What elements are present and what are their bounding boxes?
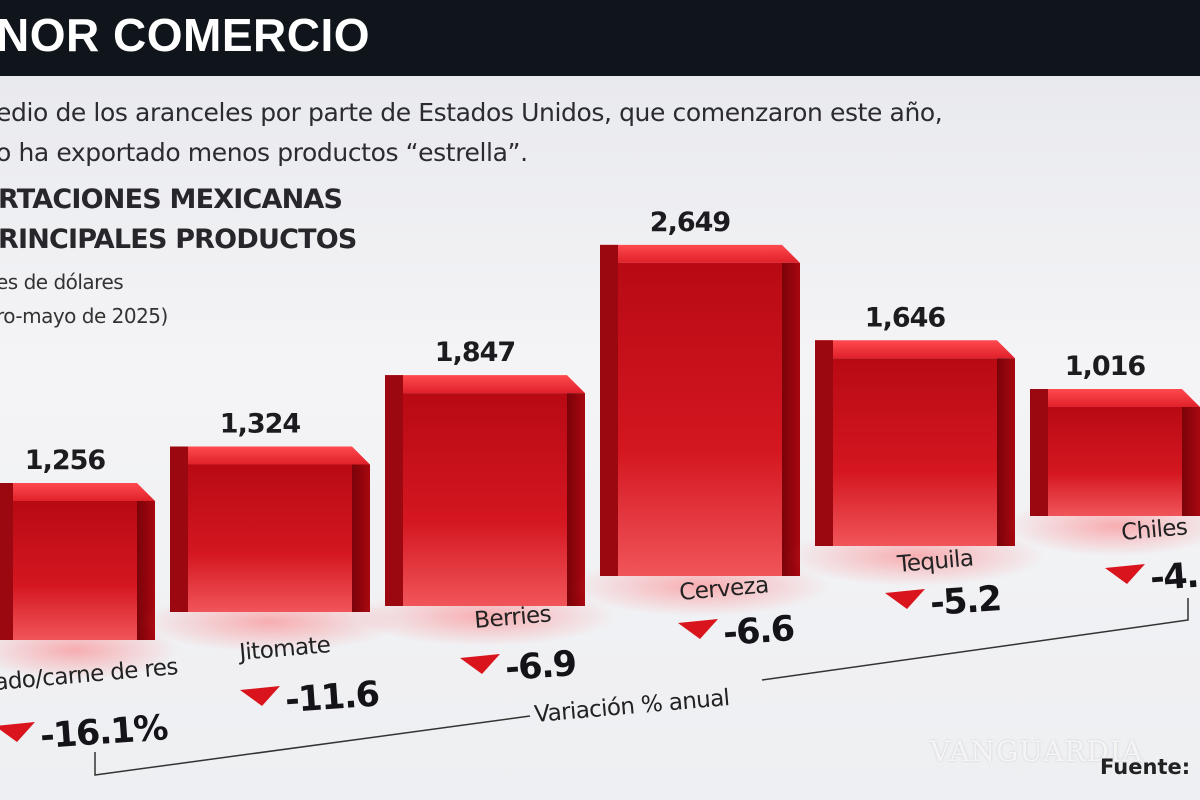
bar-left-face (170, 446, 188, 612)
bar-right-face (997, 358, 1015, 546)
chart-title-line-1: RTACIONES MEXICANAS (0, 184, 343, 215)
variation-value: -6.9 (504, 644, 577, 689)
bar-right-face (137, 501, 155, 640)
variation-value: -6.6 (722, 609, 795, 654)
watermark: VANGUARDIA (930, 735, 1144, 768)
bar (1048, 407, 1182, 516)
variation-value: -16.1% (39, 708, 169, 757)
bar (833, 358, 997, 546)
bar-left-face (815, 340, 833, 546)
value-label: 2,649 (650, 207, 731, 238)
intro-line-1: edio de los aranceles por parte de Estad… (0, 98, 943, 127)
triangle-down-icon (678, 619, 718, 639)
triangle-down-icon (460, 654, 500, 674)
variation-bracket (94, 715, 531, 776)
bar-left-face (600, 244, 618, 576)
bar-right-face (1182, 407, 1200, 516)
category-label: Chiles (1120, 514, 1188, 546)
header-bar: NOR COMERCIO (0, 0, 1200, 76)
bar-right-face (567, 393, 585, 606)
variation-value: -4. (1149, 556, 1199, 599)
bar-top-face (1030, 389, 1200, 407)
bar-top-face (385, 375, 585, 394)
triangle-down-icon (1105, 564, 1145, 584)
bar-top-face (0, 483, 155, 501)
triangle-down-icon (240, 686, 280, 706)
bar-top-face (170, 446, 370, 465)
bar-right-face (782, 262, 800, 576)
variation-value: -5.2 (929, 579, 1002, 624)
bar-top-face (600, 244, 800, 263)
value-label: 1,016 (1065, 351, 1146, 382)
value-label: 1,324 (220, 409, 301, 440)
variation-value: -11.6 (284, 675, 380, 721)
value-label: 1,256 (25, 445, 106, 476)
chart-unit-line-1: es de dólares (0, 270, 124, 294)
value-label: 1,646 (865, 302, 946, 333)
bar-left-face (1030, 389, 1048, 516)
chart-title-line-2: RINCIPALES PRODUCTOS (0, 224, 357, 255)
chart-unit-line-2: ro-mayo de 2025) (0, 304, 168, 328)
triangle-down-icon (0, 722, 35, 742)
bar (403, 393, 567, 606)
bar-left-face (385, 375, 403, 606)
bar (188, 464, 352, 612)
bar-right-face (352, 464, 370, 612)
bar-top-face (815, 340, 1015, 359)
bar (13, 501, 137, 640)
source-note: Fuente: (1100, 755, 1191, 779)
bar-left-face (0, 483, 13, 640)
value-label: 1,847 (435, 337, 515, 368)
page-title: NOR COMERCIO (0, 9, 370, 61)
intro-line-2: o ha exportado menos productos “estrella… (0, 138, 528, 167)
triangle-down-icon (885, 589, 925, 609)
bar (618, 262, 782, 576)
variation-bracket-right (761, 598, 1189, 681)
variation-label: Variación % anual (533, 685, 730, 728)
